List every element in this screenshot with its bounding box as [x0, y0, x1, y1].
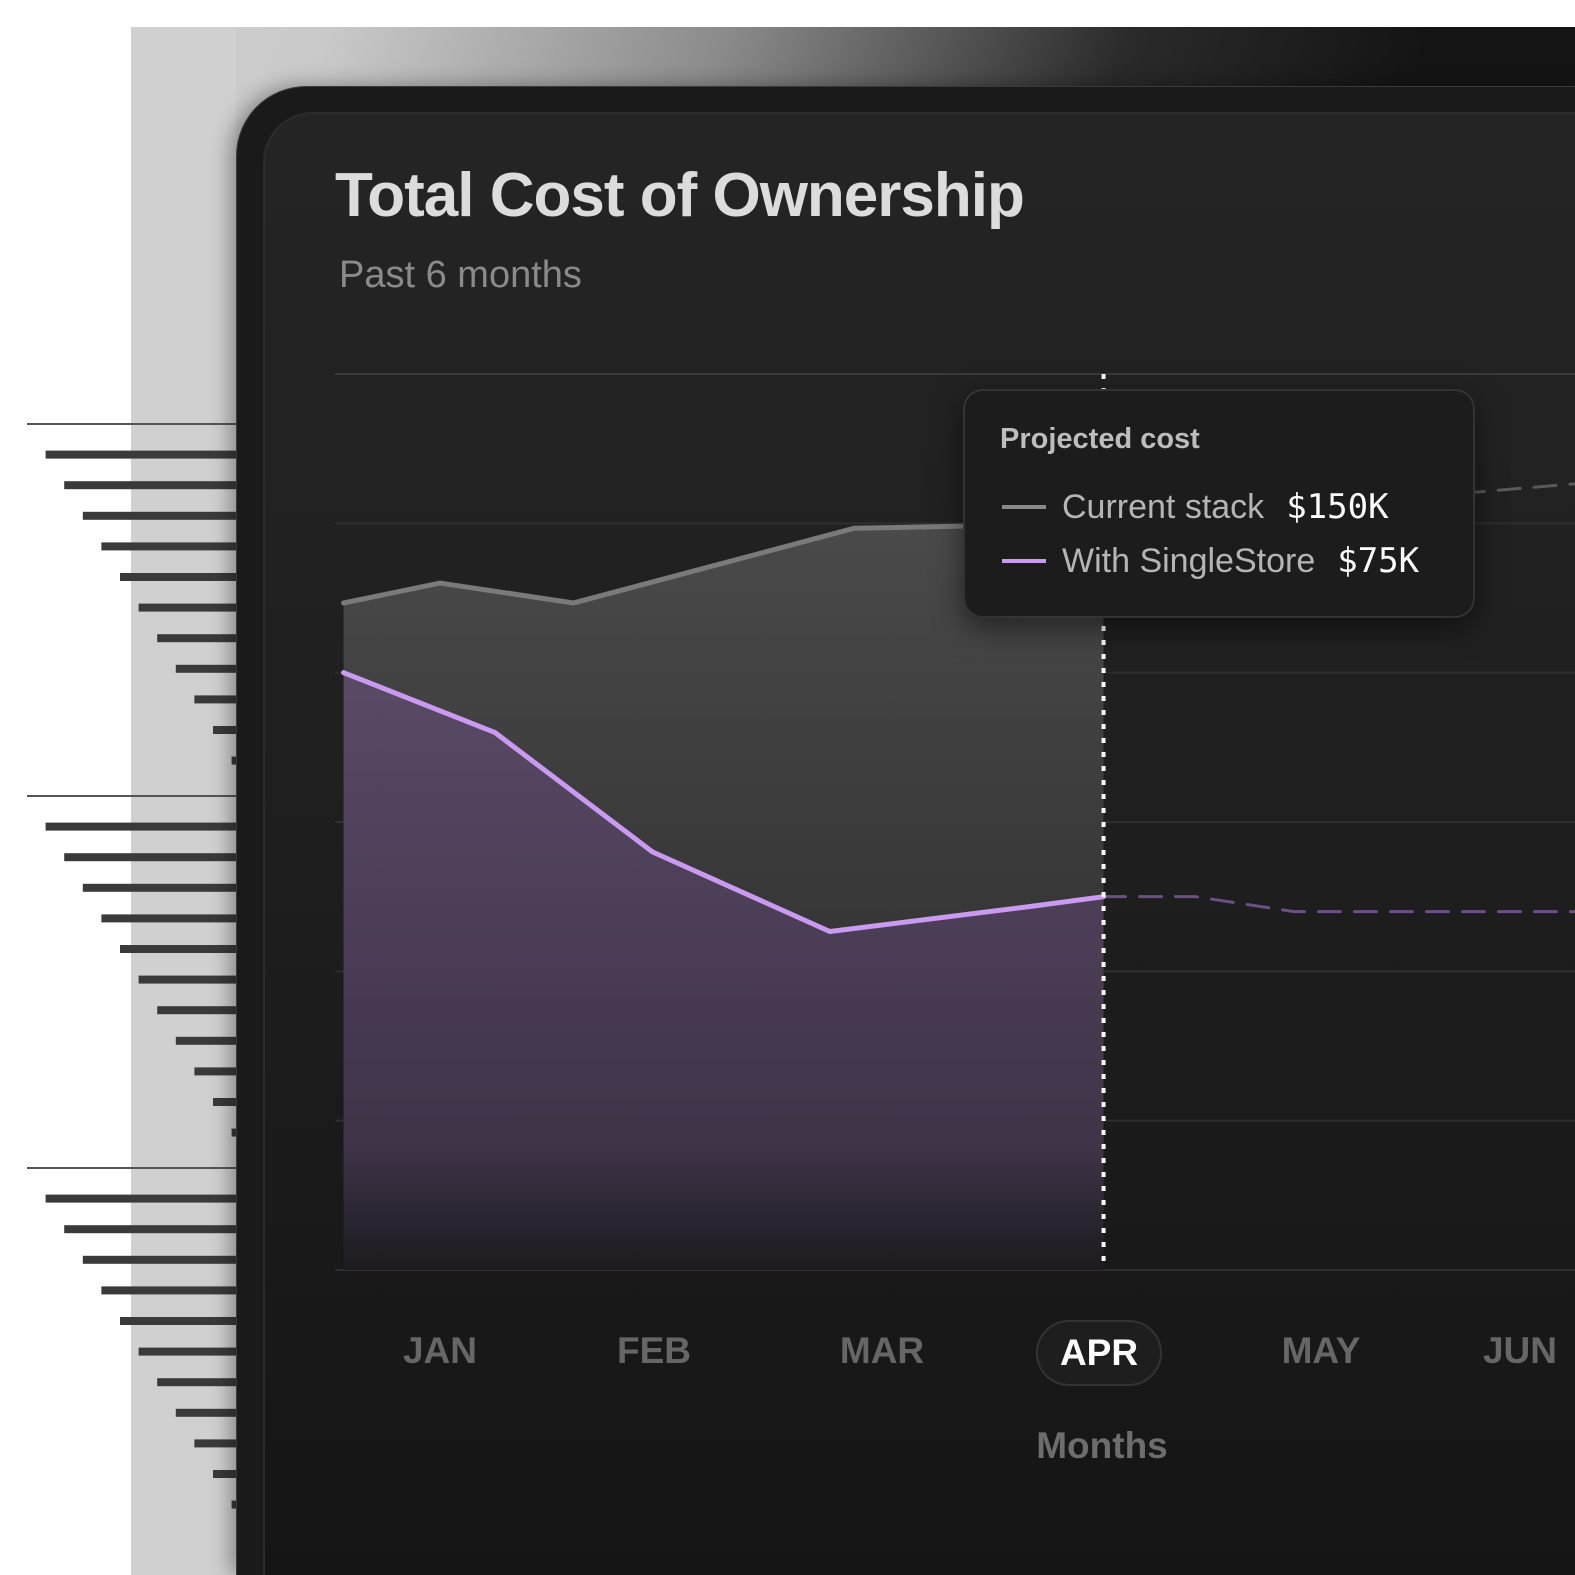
decorative-bar: [157, 1006, 236, 1015]
tooltip-label: Current stack: [1062, 487, 1265, 526]
tooltip-value: $75K: [1337, 541, 1420, 581]
decorative-bar: [138, 603, 236, 612]
decorative-bar: [27, 795, 236, 797]
legend-swatch-singlestore: [1002, 559, 1046, 563]
decorative-bar: [231, 756, 236, 765]
x-tick-jun[interactable]: JUN: [1482, 1330, 1558, 1371]
data-point-singlestore: [1026, 904, 1032, 910]
data-point-current-stack: [341, 600, 347, 606]
decorative-bars: [27, 423, 237, 1509]
decorative-bar: [64, 853, 236, 862]
tooltip-row-singlestore: With SingleStore $75K: [1002, 541, 1419, 581]
decorative-bar: [82, 511, 236, 520]
decorative-bar: [45, 1194, 236, 1203]
decorative-bar: [64, 1225, 236, 1234]
tooltip: Projected cost Current stack $150K With …: [963, 389, 1475, 618]
decorative-bar: [138, 1347, 236, 1356]
decorative-bar: [194, 1439, 236, 1448]
decorative-bar: [101, 1286, 237, 1295]
decorative-bar: [64, 481, 236, 490]
decorative-bar: [82, 1255, 236, 1264]
x-tick-feb[interactable]: FEB: [617, 1330, 691, 1371]
decorative-bar: [157, 1378, 236, 1387]
data-point-current-stack: [571, 600, 577, 606]
chart-title: Total Cost of Ownership: [335, 161, 1025, 230]
tooltip-label: With SingleStore: [1062, 541, 1316, 580]
decorative-bar: [213, 1470, 236, 1478]
decorative-bar: [82, 883, 236, 892]
x-tick-jan[interactable]: JAN: [402, 1330, 478, 1371]
decorative-bar: [45, 450, 236, 459]
decorative-bar: [120, 573, 236, 581]
decorative-bar: [27, 423, 236, 425]
x-tick-mar[interactable]: MAR: [839, 1330, 925, 1371]
decorative-bar: [231, 1500, 236, 1509]
decorative-bar: [101, 542, 237, 551]
decorative-bar: [138, 975, 236, 984]
tooltip-row-current-stack: Current stack $150K: [1002, 487, 1389, 527]
series-line-singlestore: [341, 670, 1107, 935]
decorative-bar: [194, 695, 236, 704]
decorative-bar: [120, 945, 236, 953]
chart-subtitle: Past 6 months: [339, 254, 582, 296]
decorative-bar: [213, 1098, 236, 1106]
decorative-bar: [157, 634, 236, 643]
decorative-bar: [194, 1067, 236, 1076]
decorative-bar: [175, 664, 236, 673]
data-point-singlestore: [341, 670, 347, 676]
decorative-bar: [175, 1036, 236, 1045]
legend-swatch-current-stack: [1002, 505, 1046, 509]
x-tick-may[interactable]: MAY: [1281, 1330, 1361, 1371]
decorative-bar: [45, 822, 236, 831]
decorative-bar: [120, 1317, 236, 1325]
data-point-current-stack: [437, 580, 443, 586]
tooltip-value: $150K: [1286, 487, 1389, 527]
decorative-bar: [213, 726, 236, 734]
x-axis-label: Months: [1036, 1425, 1168, 1466]
decorative-bar: [175, 1408, 236, 1417]
tooltip-title: Projected cost: [1000, 423, 1200, 455]
projection-line-singlestore: [1102, 895, 1575, 914]
data-point-singlestore: [827, 929, 833, 935]
data-point-singlestore: [649, 849, 655, 855]
x-tick-apr[interactable]: APR: [1035, 1320, 1163, 1386]
decorative-bar: [101, 914, 237, 923]
decorative-bar: [27, 1167, 236, 1169]
area-with-singlestore: [343, 672, 1104, 1270]
data-point-current-stack: [851, 525, 857, 531]
data-point-singlestore: [492, 729, 498, 735]
decorative-bar: [231, 1128, 236, 1137]
